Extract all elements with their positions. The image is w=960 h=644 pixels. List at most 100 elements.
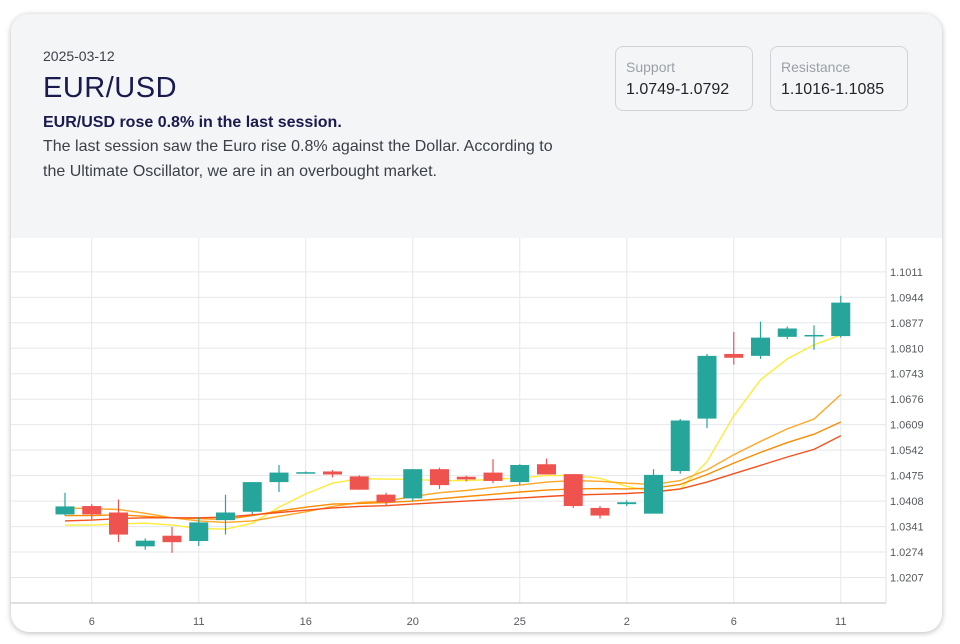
- candle: [403, 469, 423, 502]
- candle-body: [162, 535, 182, 543]
- candle-body: [269, 472, 289, 483]
- candle-body: [831, 302, 851, 337]
- resistance-box: Resistance 1.1016-1.1085: [770, 46, 908, 111]
- candle-body: [483, 472, 503, 481]
- candle: [296, 471, 316, 474]
- chart-axes: 1.1011 1.0944 1.0877 1.0810 1.0743 1.0676 1.06…: [11, 238, 924, 628]
- candle: [590, 506, 610, 519]
- card-header: 2025-03-12 EUR/USD EUR/USD rose 0.8% in …: [11, 14, 942, 238]
- resistance-value: 1.1016-1.1085: [781, 81, 885, 98]
- candle-body: [376, 494, 396, 503]
- moving-average-line: [65, 421, 842, 521]
- x-tick-label: 25: [514, 616, 526, 628]
- candle-body: [189, 522, 209, 542]
- y-tick-label: 1.0475: [890, 471, 924, 483]
- x-tick-label: 11: [835, 616, 846, 628]
- candle-body: [804, 334, 824, 337]
- candle: [697, 353, 717, 429]
- candle-body: [430, 469, 449, 486]
- candle: [269, 464, 289, 492]
- moving-average-line: [65, 334, 842, 530]
- candle-body: [563, 474, 583, 507]
- price-chart[interactable]: 1.1011 1.0944 1.0877 1.0810 1.0743 1.0676 1.06…: [11, 238, 942, 632]
- support-label: Support: [626, 59, 676, 75]
- y-tick-label: 1.0207: [890, 573, 924, 585]
- y-tick-label: 1.1011: [890, 267, 923, 279]
- session-summary: The last session saw the Euro rise 0.8% …: [43, 138, 553, 180]
- candle: [831, 295, 851, 338]
- y-tick-label: 1.0542: [890, 445, 924, 457]
- candle-body: [82, 506, 102, 515]
- y-tick-label: 1.0676: [890, 394, 924, 406]
- y-tick-label: 1.0609: [890, 420, 924, 432]
- candle-body: [296, 472, 316, 474]
- support-value: 1.0749-1.0792: [626, 81, 730, 98]
- candle: [349, 475, 369, 490]
- candle: [777, 326, 797, 340]
- y-tick-label: 1.0408: [890, 496, 924, 508]
- candle: [55, 492, 75, 516]
- candle: [82, 504, 102, 520]
- candle: [724, 331, 744, 365]
- candle-body: [590, 507, 610, 516]
- candle: [617, 500, 637, 507]
- x-tick-label: 6: [89, 616, 95, 628]
- candle-body: [510, 464, 530, 483]
- candle: [323, 469, 342, 478]
- y-tick-label: 1.0810: [890, 343, 924, 355]
- resistance-label: Resistance: [781, 59, 851, 75]
- y-tick-label: 1.0341: [890, 522, 924, 534]
- candle-body: [617, 502, 637, 505]
- session-headline: EUR/USD rose 0.8% in the last session.: [43, 114, 342, 131]
- candle-body: [777, 328, 797, 337]
- candle: [242, 482, 262, 515]
- candle: [109, 499, 128, 543]
- currency-pair-title: EUR/USD: [43, 72, 178, 104]
- candle-body: [456, 476, 476, 480]
- candlestick-series: [55, 295, 851, 553]
- candle-body: [670, 420, 690, 472]
- candle-body: [135, 540, 155, 547]
- candle-body: [724, 353, 744, 358]
- candle-body: [55, 506, 75, 515]
- candle: [189, 517, 209, 546]
- candle: [510, 464, 530, 486]
- support-box: Support 1.0749-1.0792: [615, 46, 753, 111]
- analysis-card: 2025-03-12 EUR/USD EUR/USD rose 0.8% in …: [11, 14, 942, 632]
- candle-body: [403, 469, 423, 499]
- y-tick-label: 1.0274: [890, 547, 924, 559]
- session-date: 2025-03-12: [43, 48, 115, 64]
- candle: [376, 492, 396, 507]
- candle: [804, 325, 824, 350]
- moving-average-lines: [64, 334, 842, 530]
- candle-body: [109, 512, 128, 535]
- x-tick-label: 6: [731, 616, 737, 628]
- candle: [670, 418, 690, 474]
- candle: [537, 458, 556, 475]
- candle-body: [751, 337, 770, 356]
- candle: [483, 459, 503, 484]
- candle: [456, 475, 476, 482]
- candle-body: [644, 474, 663, 514]
- candle: [430, 467, 449, 489]
- candle-body: [216, 512, 235, 521]
- candle: [644, 469, 663, 514]
- chart-grid: [11, 238, 886, 603]
- candle: [751, 321, 770, 359]
- candle-body: [323, 471, 342, 475]
- x-tick-label: 16: [300, 616, 312, 628]
- x-tick-label: 2: [624, 616, 630, 628]
- y-tick-label: 1.0944: [890, 292, 924, 304]
- moving-average-line: [64, 435, 842, 522]
- candle: [216, 494, 235, 535]
- moving-average-line: [64, 394, 842, 524]
- x-tick-label: 11: [193, 616, 204, 628]
- candle-body: [349, 476, 369, 490]
- x-tick-label: 20: [407, 616, 419, 628]
- candle-body: [242, 482, 262, 512]
- candle: [162, 526, 182, 553]
- candle: [135, 538, 155, 550]
- candle: [563, 474, 583, 508]
- y-tick-label: 1.0877: [890, 318, 924, 330]
- candle-body: [537, 464, 556, 475]
